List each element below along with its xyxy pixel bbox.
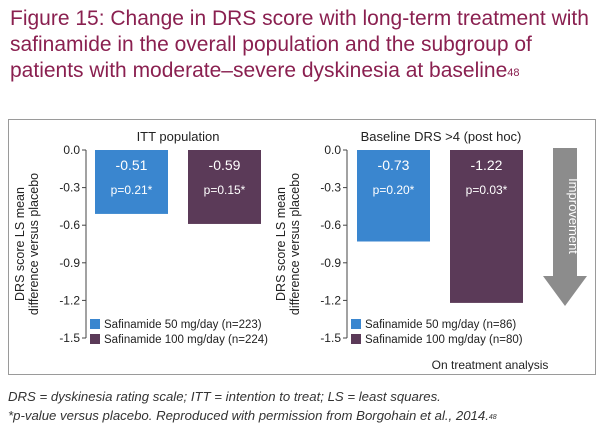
- y-tick-label: 0.0: [324, 143, 341, 157]
- legend-swatch: [351, 334, 361, 344]
- bar: [95, 150, 168, 214]
- bar: [188, 150, 261, 224]
- y-tick-label: 0.0: [63, 143, 80, 157]
- y-axis-label: DRS score LS mean: [13, 187, 27, 301]
- figure-title: Figure 15: Change in DRS score with long…: [10, 6, 600, 84]
- footnote-ref: 48: [488, 414, 497, 421]
- y-tick-label: -1.2: [59, 293, 80, 307]
- legend-entry: Safinamide 100 mg/day (n=80): [365, 334, 523, 346]
- figure-footnote: DRS = dyskinesia rating scale; ITT = int…: [8, 387, 604, 425]
- bar-p-label: p=0.21*: [111, 183, 153, 197]
- improvement-arrow: [543, 148, 587, 306]
- y-tick-label: -0.3: [59, 181, 80, 195]
- y-tick-label: -0.9: [59, 256, 80, 270]
- footnote-source-text: *p-value versus placebo. Reproduced with…: [8, 408, 489, 423]
- y-axis-label: difference versus placebo: [288, 173, 302, 315]
- chart-frame: [8, 119, 596, 375]
- bar: [450, 150, 523, 303]
- on-treatment-caption: On treatment analysis: [432, 358, 549, 372]
- bar-p-label: p=0.20*: [373, 183, 415, 197]
- footnote-source: *p-value versus placebo. Reproduced with…: [8, 406, 604, 425]
- bar-value-label: -0.51: [116, 157, 148, 173]
- y-axis-label: DRS score LS mean: [274, 187, 288, 301]
- panel-title: Baseline DRS >4 (post hoc): [361, 129, 522, 144]
- footnote-abbreviations: DRS = dyskinesia rating scale; ITT = int…: [8, 389, 441, 404]
- panel-title: ITT population: [137, 129, 220, 144]
- y-tick-label: -1.5: [320, 331, 341, 345]
- bar-value-label: -0.59: [209, 157, 241, 173]
- legend-swatch: [90, 334, 100, 344]
- y-tick-label: -0.3: [320, 181, 341, 195]
- bar-p-label: p=0.15*: [204, 183, 246, 197]
- bar-value-label: -1.22: [471, 157, 503, 173]
- improvement-label: Improvement: [566, 178, 581, 254]
- y-tick-label: -1.2: [320, 293, 341, 307]
- legend-swatch: [90, 319, 100, 329]
- legend-entry: Safinamide 100 mg/day (n=224): [104, 334, 268, 346]
- bar-p-label: p=0.03*: [466, 183, 508, 197]
- figure-title-text: Figure 15: Change in DRS score with long…: [10, 7, 589, 82]
- bar: [357, 150, 430, 242]
- legend-swatch: [351, 319, 361, 329]
- figure-title-ref: 48: [507, 67, 520, 79]
- legend-entry: Safinamide 50 mg/day (n=223): [104, 319, 262, 331]
- y-tick-label: -0.6: [320, 218, 341, 232]
- bar-value-label: -0.73: [378, 157, 410, 173]
- y-axis-label: difference versus placebo: [27, 173, 41, 315]
- legend-entry: Safinamide 50 mg/day (n=86): [365, 319, 516, 331]
- y-tick-label: -0.6: [59, 218, 80, 232]
- y-tick-label: -1.5: [59, 331, 80, 345]
- y-tick-label: -0.9: [320, 256, 341, 270]
